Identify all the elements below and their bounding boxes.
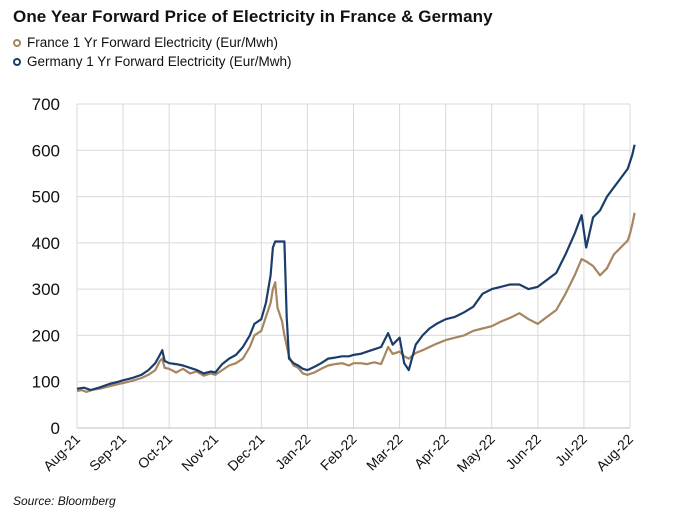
- legend-item-germany: Germany 1 Yr Forward Electricity (Eur/Mw…: [13, 52, 292, 71]
- y-tick-label: 100: [32, 373, 60, 392]
- legend-label-france: France 1 Yr Forward Electricity (Eur/Mwh…: [27, 35, 279, 50]
- y-tick-label: 200: [32, 326, 60, 345]
- x-tick-label: Sep-21: [86, 431, 129, 474]
- legend-swatch-france: [13, 38, 21, 47]
- x-tick-label: Apr-22: [411, 431, 452, 472]
- y-tick-label: 700: [32, 95, 60, 114]
- x-tick-label: Dec-21: [224, 431, 267, 474]
- y-tick-label: 300: [32, 280, 60, 299]
- x-tick-label: Oct-21: [134, 431, 175, 472]
- y-tick-label: 0: [51, 419, 60, 438]
- source-note: Source: Bloomberg: [13, 494, 116, 508]
- x-tick-label: Jul-22: [552, 431, 590, 469]
- y-tick-label: 500: [32, 188, 60, 207]
- legend: France 1 Yr Forward Electricity (Eur/Mwh…: [13, 33, 292, 71]
- y-tick-label: 600: [32, 141, 60, 160]
- chart-title: One Year Forward Price of Electricity in…: [13, 7, 493, 26]
- x-tick-label: Aug-22: [593, 431, 636, 474]
- legend-item-france: France 1 Yr Forward Electricity (Eur/Mwh…: [13, 33, 292, 52]
- x-tick-label: Nov-21: [178, 431, 221, 474]
- series-line-france: [76, 212, 636, 393]
- x-tick-label: Aug-21: [40, 431, 83, 474]
- x-tick-label: Jun-22: [502, 431, 544, 473]
- x-tick-label: Mar-22: [363, 431, 406, 474]
- series-line-germany: [76, 144, 636, 392]
- legend-label-germany: Germany 1 Yr Forward Electricity (Eur/Mw…: [27, 54, 292, 69]
- x-tick-label: Feb-22: [317, 431, 360, 474]
- x-tick-label: May-22: [454, 431, 498, 475]
- x-tick-label: Jan-22: [272, 431, 314, 473]
- legend-swatch-germany: [13, 57, 21, 66]
- y-tick-label: 400: [32, 234, 60, 253]
